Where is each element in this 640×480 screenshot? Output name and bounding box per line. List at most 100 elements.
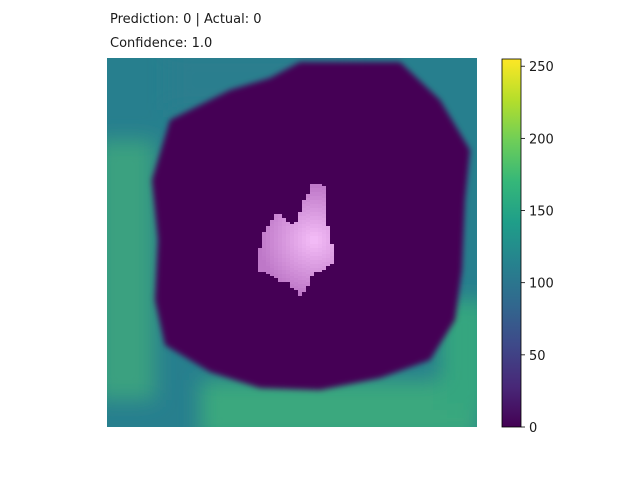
overlay-pixel: [298, 276, 302, 280]
overlay-pixel: [306, 194, 310, 198]
overlay-pixel: [274, 242, 278, 246]
overlay-pixel: [286, 234, 290, 238]
overlay-pixel: [310, 224, 314, 228]
overlay-pixel: [298, 252, 302, 256]
overlay-pixel: [290, 280, 294, 284]
overlay-pixel: [306, 234, 310, 238]
overlay-pixel: [302, 240, 306, 244]
overlay-pixel: [270, 272, 274, 276]
overlay-pixel: [278, 258, 282, 262]
overlay-pixel: [274, 226, 278, 230]
confidence-title: Confidence: 1.0: [110, 36, 213, 51]
overlay-pixel: [294, 230, 298, 234]
overlay-pixel: [314, 208, 318, 212]
overlay-pixel: [310, 196, 314, 200]
overlay-pixel: [314, 268, 318, 272]
overlay-pixel: [270, 248, 274, 252]
overlay-pixel: [290, 228, 294, 232]
overlay-pixel: [326, 226, 330, 230]
overlay-pixel: [274, 230, 278, 234]
overlay-pixel: [330, 260, 334, 264]
overlay-pixel: [294, 258, 298, 262]
overlay-pixel: [326, 230, 330, 234]
overlay-pixel: [314, 200, 318, 204]
overlay-pixel: [278, 238, 282, 242]
colorbar-tick-label-100: 100: [529, 277, 554, 292]
overlay-pixel: [266, 266, 270, 270]
overlay-pixel: [278, 254, 282, 258]
overlay-pixel: [318, 228, 322, 232]
overlay-pixel: [318, 260, 322, 264]
overlay-pixel: [310, 208, 314, 212]
overlay-pixel: [298, 268, 302, 272]
overlay-pixel: [302, 228, 306, 232]
overlay-pixel: [310, 236, 314, 240]
overlay-pixel: [282, 234, 286, 238]
overlay-pixel: [310, 268, 314, 272]
overlay-pixel: [294, 262, 298, 266]
overlay-pixel: [302, 288, 306, 292]
overlay-pixel: [274, 270, 278, 274]
overlay-pixel: [286, 270, 290, 274]
overlay-pixel: [294, 226, 298, 230]
overlay-pixel: [282, 278, 286, 282]
overlay-pixel: [314, 204, 318, 208]
overlay-pixel: [330, 244, 334, 248]
overlay-pixel: [310, 188, 314, 192]
overlay-pixel: [290, 272, 294, 276]
overlay-pixel: [278, 242, 282, 246]
overlay-pixel: [290, 264, 294, 268]
overlay-pixel: [326, 258, 330, 262]
overlay-pixel: [266, 262, 270, 266]
overlay-pixel: [322, 222, 326, 226]
overlay-pixel: [282, 222, 286, 226]
overlay-pixel: [322, 234, 326, 238]
overlay-pixel: [294, 286, 298, 290]
overlay-pixel: [298, 212, 302, 216]
overlay-pixel: [278, 218, 282, 222]
edge-bottom: [200, 380, 477, 427]
overlay-pixel: [306, 270, 310, 274]
overlay-pixel: [318, 184, 322, 188]
overlay-pixel: [290, 224, 294, 228]
overlay-pixel: [306, 250, 310, 254]
overlay-pixel: [302, 276, 306, 280]
overlay-pixel: [326, 250, 330, 254]
overlay-pixel: [318, 208, 322, 212]
overlay-pixel: [318, 224, 322, 228]
overlay-pixel: [274, 238, 278, 242]
overlay-pixel: [322, 250, 326, 254]
overlay-pixel: [290, 260, 294, 264]
overlay-pixel: [270, 256, 274, 260]
overlay-pixel: [322, 238, 326, 242]
overlay-pixel: [298, 236, 302, 240]
overlay-highlight: [258, 184, 334, 296]
overlay-pixel: [266, 246, 270, 250]
overlay-pixel: [302, 208, 306, 212]
overlay-pixel: [278, 262, 282, 266]
overlay-pixel: [294, 234, 298, 238]
overlay-pixel: [262, 236, 266, 240]
overlay-pixel: [310, 204, 314, 208]
overlay-pixel: [314, 256, 318, 260]
overlay-pixel: [318, 256, 322, 260]
overlay-pixel: [302, 284, 306, 288]
overlay-pixel: [274, 266, 278, 270]
overlay-pixel: [310, 184, 314, 188]
overlay-pixel: [282, 270, 286, 274]
overlay-pixel: [322, 226, 326, 230]
overlay-pixel: [298, 244, 302, 248]
overlay-pixel: [318, 268, 322, 272]
overlay-pixel: [294, 254, 298, 258]
overlay-pixel: [318, 244, 322, 248]
prediction-title: Prediction: 0 | Actual: 0: [110, 12, 262, 27]
overlay-pixel: [310, 256, 314, 260]
overlay-pixel: [266, 250, 270, 254]
overlay-pixel: [298, 260, 302, 264]
overlay-pixel: [322, 206, 326, 210]
overlay-pixel: [278, 234, 282, 238]
overlay-pixel: [278, 274, 282, 278]
overlay-pixel: [314, 212, 318, 216]
overlay-pixel: [322, 210, 326, 214]
overlay-pixel: [290, 240, 294, 244]
